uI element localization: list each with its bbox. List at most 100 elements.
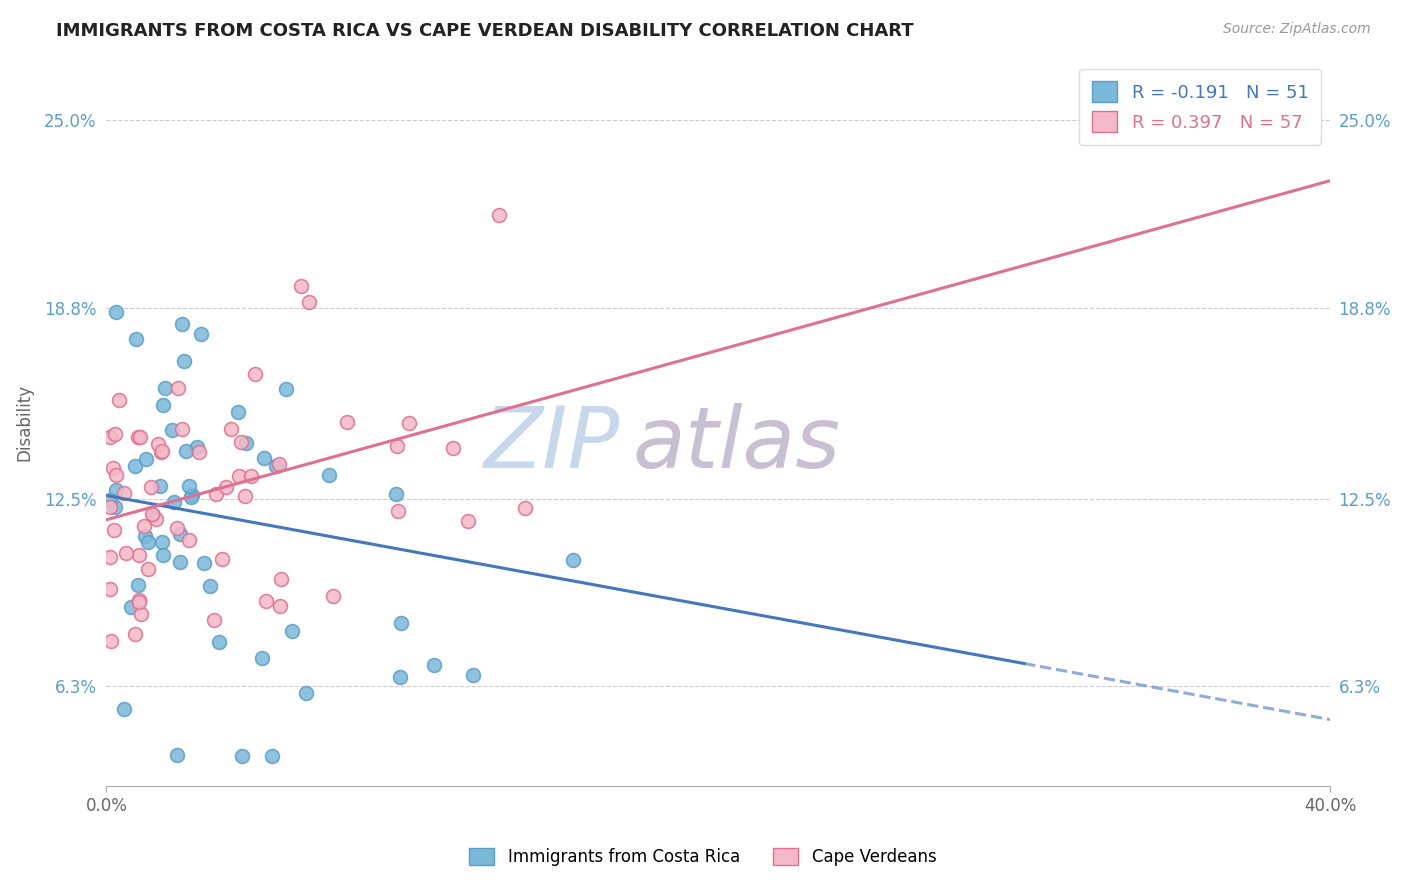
Point	[250, 651, 273, 665]
Legend: R = -0.191   N = 51, R = 0.397   N = 57: R = -0.191 N = 51, R = 0.397 N = 57	[1080, 69, 1322, 145]
Point	[336, 415, 359, 429]
Point	[134, 529, 156, 543]
Point	[562, 553, 585, 567]
Point	[180, 491, 202, 505]
Legend: Immigrants from Costa Rica, Cape Verdeans: Immigrants from Costa Rica, Cape Verdean…	[463, 841, 943, 873]
Point	[441, 441, 464, 455]
Point	[150, 444, 173, 458]
Text: ZIP: ZIP	[484, 403, 620, 486]
Point	[280, 624, 302, 638]
Point	[162, 495, 184, 509]
Point	[150, 535, 173, 549]
Point	[103, 460, 125, 475]
Point	[260, 748, 283, 763]
Text: Source: ZipAtlas.com: Source: ZipAtlas.com	[1223, 22, 1371, 37]
Point	[98, 430, 121, 444]
Point	[233, 489, 256, 503]
Point	[318, 468, 340, 483]
Point	[128, 549, 150, 563]
Point	[423, 657, 446, 672]
Text: IMMIGRANTS FROM COSTA RICA VS CAPE VERDEAN DISABILITY CORRELATION CHART: IMMIGRANTS FROM COSTA RICA VS CAPE VERDE…	[56, 22, 914, 40]
Point	[179, 533, 201, 548]
Point	[180, 488, 202, 502]
Point	[266, 458, 288, 473]
Point	[245, 368, 267, 382]
Point	[146, 437, 169, 451]
Point	[128, 595, 150, 609]
Point	[387, 503, 409, 517]
Point	[128, 593, 150, 607]
Point	[254, 594, 277, 608]
Point	[169, 555, 191, 569]
Point	[294, 686, 316, 700]
Point	[322, 589, 344, 603]
Point	[152, 548, 174, 562]
Point	[104, 483, 127, 498]
Point	[149, 444, 172, 458]
Point	[190, 326, 212, 341]
Point	[398, 416, 420, 430]
Point	[104, 500, 127, 514]
Point	[127, 430, 149, 444]
Y-axis label: Disability: Disability	[15, 384, 32, 461]
Point	[240, 468, 263, 483]
Point	[166, 747, 188, 762]
Point	[141, 507, 163, 521]
Point	[235, 435, 257, 450]
Point	[124, 627, 146, 641]
Point	[105, 305, 128, 319]
Point	[104, 467, 127, 482]
Point	[172, 422, 194, 436]
Point	[267, 457, 290, 471]
Point	[177, 479, 200, 493]
Point	[149, 479, 172, 493]
Point	[200, 579, 222, 593]
Point	[488, 208, 510, 222]
Point	[226, 405, 249, 419]
Point	[193, 556, 215, 570]
Point	[208, 634, 231, 648]
Point	[98, 582, 121, 597]
Point	[98, 550, 121, 565]
Point	[98, 493, 121, 508]
Point	[463, 667, 485, 681]
Point	[136, 562, 159, 576]
Point	[98, 500, 121, 514]
Point	[125, 332, 148, 346]
Point	[152, 398, 174, 412]
Point	[124, 459, 146, 474]
Point	[107, 393, 129, 408]
Point	[114, 546, 136, 560]
Point	[112, 486, 135, 500]
Point	[173, 354, 195, 368]
Point	[145, 512, 167, 526]
Point	[219, 422, 242, 436]
Point	[134, 519, 156, 533]
Point	[513, 500, 536, 515]
Point	[457, 514, 479, 528]
Point	[141, 480, 163, 494]
Point	[166, 381, 188, 395]
Point	[270, 572, 292, 586]
Point	[231, 435, 253, 450]
Point	[170, 317, 193, 331]
Point	[215, 480, 238, 494]
Point	[136, 534, 159, 549]
Point	[160, 423, 183, 437]
Point	[204, 486, 226, 500]
Point	[103, 523, 125, 537]
Text: atlas: atlas	[633, 403, 841, 486]
Point	[104, 426, 127, 441]
Point	[211, 552, 233, 566]
Point	[153, 380, 176, 394]
Point	[385, 439, 408, 453]
Point	[100, 633, 122, 648]
Point	[120, 600, 142, 615]
Point	[274, 382, 297, 396]
Point	[135, 451, 157, 466]
Point	[112, 702, 135, 716]
Point	[169, 526, 191, 541]
Point	[389, 616, 412, 631]
Point	[129, 430, 152, 444]
Point	[231, 748, 253, 763]
